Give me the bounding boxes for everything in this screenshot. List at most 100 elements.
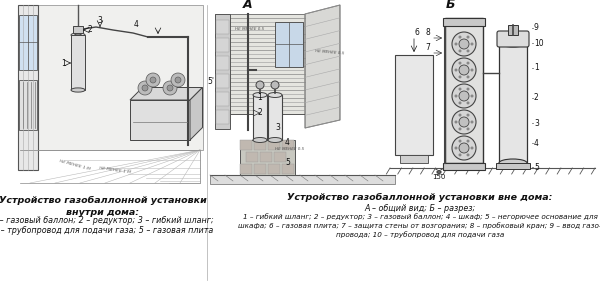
Text: 5: 5 bbox=[534, 162, 539, 172]
Circle shape bbox=[452, 110, 476, 134]
Text: НЕ МЕНЕЕ 1 М: НЕ МЕНЕЕ 1 М bbox=[99, 166, 131, 174]
Bar bbox=[216, 38, 229, 52]
Text: Б: Б bbox=[445, 0, 455, 11]
Bar bbox=[443, 163, 485, 170]
Text: 10: 10 bbox=[534, 39, 544, 47]
Text: НЕ МЕНЕЕ 1 М: НЕ МЕНЕЕ 1 М bbox=[59, 159, 91, 171]
Circle shape bbox=[459, 143, 469, 153]
Bar bbox=[282, 164, 294, 174]
Text: А: А bbox=[243, 0, 253, 11]
Ellipse shape bbox=[268, 137, 282, 143]
Text: НЕ МЕНЕЕ 0.5: НЕ МЕНЕЕ 0.5 bbox=[315, 49, 345, 56]
Ellipse shape bbox=[253, 137, 267, 143]
Bar bbox=[253, 95, 267, 140]
Bar bbox=[19, 15, 37, 70]
Bar bbox=[275, 22, 303, 67]
Bar bbox=[216, 20, 229, 34]
Bar bbox=[215, 14, 230, 129]
Circle shape bbox=[150, 77, 156, 83]
Circle shape bbox=[458, 49, 461, 53]
Text: 6: 6 bbox=[415, 28, 419, 37]
Circle shape bbox=[459, 65, 469, 75]
Circle shape bbox=[455, 68, 458, 72]
Circle shape bbox=[455, 147, 458, 149]
Bar bbox=[246, 152, 258, 162]
Circle shape bbox=[467, 139, 470, 143]
Circle shape bbox=[458, 139, 461, 143]
Text: 1 – гибкий шланг; 2 – редуктор; 3 – газовый баллон; 4 – шкаф; 5 – негорючее осно: 1 – гибкий шланг; 2 – редуктор; 3 – газо… bbox=[242, 213, 598, 220]
Circle shape bbox=[171, 73, 185, 87]
Text: 150: 150 bbox=[433, 174, 446, 180]
Circle shape bbox=[470, 43, 473, 45]
Bar bbox=[496, 163, 530, 169]
Text: 2: 2 bbox=[88, 26, 93, 34]
Bar bbox=[260, 152, 272, 162]
Bar bbox=[240, 140, 252, 150]
Circle shape bbox=[452, 84, 476, 108]
Circle shape bbox=[470, 120, 473, 124]
Circle shape bbox=[459, 91, 469, 101]
Bar bbox=[18, 5, 38, 170]
Text: НЕ МЕНЕЕ 0.5: НЕ МЕНЕЕ 0.5 bbox=[275, 147, 305, 151]
Circle shape bbox=[467, 101, 470, 105]
Bar bbox=[215, 14, 305, 114]
Text: 9: 9 bbox=[534, 24, 539, 32]
Bar bbox=[216, 92, 229, 106]
Circle shape bbox=[467, 49, 470, 53]
Polygon shape bbox=[190, 87, 203, 140]
Bar bbox=[216, 74, 229, 88]
Text: 5: 5 bbox=[285, 158, 290, 167]
Circle shape bbox=[470, 68, 473, 72]
Ellipse shape bbox=[268, 93, 282, 97]
Text: 2: 2 bbox=[534, 93, 539, 103]
Circle shape bbox=[470, 147, 473, 149]
Circle shape bbox=[467, 76, 470, 78]
Text: 1: 1 bbox=[61, 59, 66, 68]
Circle shape bbox=[163, 81, 177, 95]
Text: А – общий вид; Б – разрез;: А – общий вид; Б – разрез; bbox=[364, 204, 476, 213]
Bar bbox=[240, 140, 295, 175]
Circle shape bbox=[458, 101, 461, 105]
Bar bbox=[395, 55, 433, 155]
Text: шкафа; 6 – газовая плита; 7 – защита стены от возгорания; 8 – пробковый кран; 9 : шкафа; 6 – газовая плита; 7 – защита сте… bbox=[238, 222, 600, 229]
Text: 1 – газовый баллон; 2 – редуктор; 3 – гибкий шланг;: 1 – газовый баллон; 2 – редуктор; 3 – ги… bbox=[0, 216, 214, 225]
Ellipse shape bbox=[499, 39, 527, 47]
Circle shape bbox=[167, 85, 173, 91]
Text: 3: 3 bbox=[275, 123, 280, 132]
Text: 3: 3 bbox=[534, 118, 539, 128]
Circle shape bbox=[271, 81, 279, 89]
Text: 4: 4 bbox=[285, 138, 290, 147]
Circle shape bbox=[142, 85, 148, 91]
Bar bbox=[210, 175, 395, 184]
Text: 7: 7 bbox=[425, 43, 430, 52]
Circle shape bbox=[458, 153, 461, 156]
Circle shape bbox=[467, 62, 470, 64]
Polygon shape bbox=[305, 5, 340, 128]
Ellipse shape bbox=[74, 31, 82, 35]
Ellipse shape bbox=[253, 93, 267, 97]
Bar bbox=[400, 155, 428, 163]
Circle shape bbox=[175, 77, 181, 83]
Circle shape bbox=[459, 117, 469, 127]
Circle shape bbox=[146, 73, 160, 87]
Bar bbox=[282, 140, 294, 150]
Text: 3: 3 bbox=[98, 16, 103, 25]
Text: 1: 1 bbox=[257, 93, 262, 102]
Circle shape bbox=[467, 87, 470, 91]
Circle shape bbox=[452, 32, 476, 56]
Circle shape bbox=[458, 114, 461, 116]
Text: НЕ МЕНЕЕ 0.5: НЕ МЕНЕЕ 0.5 bbox=[235, 27, 265, 31]
Circle shape bbox=[458, 62, 461, 64]
Bar bbox=[254, 140, 266, 150]
Bar bbox=[445, 18, 483, 163]
Circle shape bbox=[467, 36, 470, 39]
Bar bbox=[240, 164, 252, 174]
Text: Устройство газобаллонной установки
внутри дома:: Устройство газобаллонной установки внутр… bbox=[0, 196, 207, 217]
Circle shape bbox=[452, 136, 476, 160]
Circle shape bbox=[455, 120, 458, 124]
Circle shape bbox=[459, 39, 469, 49]
Bar bbox=[216, 56, 229, 70]
Circle shape bbox=[458, 128, 461, 130]
FancyBboxPatch shape bbox=[497, 31, 529, 47]
Circle shape bbox=[455, 95, 458, 97]
